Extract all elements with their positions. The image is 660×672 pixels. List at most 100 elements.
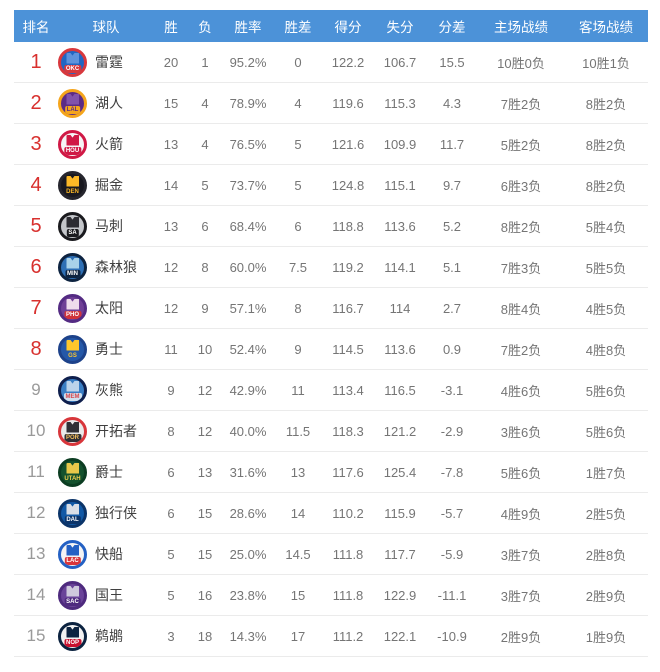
rank-value: 9: [31, 380, 41, 399]
point-diff-value: -3.1: [440, 382, 464, 398]
points-against-value: 109.9: [383, 136, 417, 152]
team-abbr: LAC: [64, 556, 81, 565]
table-row[interactable]: 14 SAC 国王 5 16 23.8% 15 111.8 122.9 -11.…: [14, 575, 648, 616]
win-pct-value: 73.7%: [229, 177, 267, 193]
point-diff-value: 2.7: [442, 300, 462, 316]
table-row[interactable]: 7 PHO 太阳 12 9 57.1% 8 116.7 114 2.7 8胜4负…: [14, 288, 648, 329]
team-logo-icon: HOU: [58, 129, 87, 159]
jersey-icon: [66, 52, 79, 64]
table-row[interactable]: 1 OKC 雷霆 20 1 95.2% 0 122.2 106.7 15.5 1…: [14, 42, 648, 83]
win-pct-value: 23.8%: [229, 587, 267, 603]
points-against-value: 115.9: [384, 505, 416, 521]
points-against-value: 113.6: [384, 341, 416, 357]
table-row[interactable]: 4 DEN 掘金 14 5 73.7% 5 124.8 115.1 9.7 6胜…: [14, 165, 648, 206]
jersey-icon: [66, 216, 79, 228]
column-header-rank: 排名: [22, 20, 50, 35]
points-against-value: 125.4: [383, 464, 417, 480]
standings-table: 排名 球队 胜 负 胜率 胜差 得分 失分 分差 主场战绩 客场战绩 1 OKC…: [14, 10, 648, 657]
table-row[interactable]: 3 HOU 火箭 13 4 76.5% 5 121.6 109.9 11.7 5…: [14, 124, 648, 165]
table-row[interactable]: 9 MEM 灰熊 9 12 42.9% 11 113.4 116.5 -3.1 …: [14, 370, 648, 411]
losses-value: 8: [201, 259, 209, 275]
home-record-value: 5胜2负: [500, 137, 542, 153]
table-row[interactable]: 11 UTAH 爵士 6 13 31.6% 13 117.6 125.4 -7.…: [14, 452, 648, 493]
points-for-value: 110.2: [332, 505, 364, 521]
away-record-value: 10胜1负: [582, 55, 630, 71]
team-abbr: HOU: [63, 146, 82, 155]
table-row[interactable]: 12 DAL 独行侠 6 15 28.6% 14 110.2 115.9 -5.…: [14, 493, 648, 534]
column-header-points-against: 失分: [386, 20, 414, 35]
away-record-value: 8胜2负: [585, 137, 627, 153]
losses-value: 4: [201, 136, 209, 152]
point-diff-value: 4.3: [442, 95, 462, 111]
home-record-value: 3胜7负: [500, 588, 542, 604]
team-name: 独行侠: [95, 505, 137, 521]
point-diff-value: -5.9: [440, 546, 464, 562]
team-cell: SAC 国王: [58, 580, 154, 610]
column-header-points-for: 得分: [334, 20, 362, 35]
games-behind-value: 11: [291, 382, 305, 398]
team-name: 鹈鹕: [95, 628, 123, 644]
rank-value: 15: [26, 626, 46, 645]
column-header-point-diff: 分差: [438, 20, 466, 35]
wins-value: 12: [163, 300, 179, 316]
points-against-value: 106.7: [383, 54, 417, 70]
team-logo-icon: DEN: [58, 170, 87, 200]
jersey-icon: [66, 93, 79, 105]
team-name: 国王: [95, 587, 123, 603]
column-header-home-record: 主场战绩: [494, 20, 548, 35]
team-cell: GS 勇士: [58, 334, 154, 364]
table-row[interactable]: 10 POR 开拓者 8 12 40.0% 11.5 118.3 121.2 -…: [14, 411, 648, 452]
away-record-value: 8胜2负: [585, 96, 627, 112]
wins-value: 13: [163, 218, 179, 234]
team-logo-icon: POR: [58, 416, 87, 446]
points-for-value: 111.8: [332, 546, 364, 562]
points-against-value: 122.9: [383, 587, 417, 603]
table-row[interactable]: 5 SA 马刺 13 6 68.4% 6 118.8 113.6 5.2 8胜2…: [14, 206, 648, 247]
table-row[interactable]: 2 LAL 湖人 15 4 78.9% 4 119.6 115.3 4.3 7胜…: [14, 83, 648, 124]
jersey-icon: [66, 585, 79, 597]
team-abbr: PHO: [63, 310, 82, 319]
home-record-value: 8胜4负: [500, 301, 542, 317]
table-row[interactable]: 15 NOP 鹈鹕 3 18 14.3% 17 111.2 122.1 -10.…: [14, 616, 648, 657]
team-name: 快船: [95, 546, 123, 562]
losses-value: 1: [201, 54, 209, 70]
team-cell: NOP 鹈鹕: [58, 621, 154, 651]
rank-value: 4: [30, 173, 42, 196]
points-against-value: 113.6: [384, 218, 416, 234]
home-record-value: 3胜7负: [500, 547, 542, 563]
games-behind-value: 6: [294, 218, 302, 234]
home-record-value: 4胜9负: [500, 506, 542, 522]
wins-value: 12: [163, 259, 179, 275]
team-name: 火箭: [95, 136, 123, 152]
table-row[interactable]: 13 LAC 快船 5 15 25.0% 14.5 111.8 117.7 -5…: [14, 534, 648, 575]
wins-value: 15: [163, 95, 179, 111]
points-for-value: 119.2: [332, 259, 364, 275]
jersey-icon: [66, 175, 79, 187]
rank-value: 7: [30, 296, 42, 319]
games-behind-value: 14.5: [285, 546, 311, 562]
points-for-value: 111.8: [332, 587, 364, 603]
home-record-value: 7胜3负: [500, 260, 542, 276]
jersey-icon: [66, 380, 79, 392]
team-cell: HOU 火箭: [58, 129, 154, 159]
team-name: 灰熊: [95, 382, 123, 398]
jersey-icon: [66, 544, 79, 556]
point-diff-value: -5.7: [440, 505, 464, 521]
team-logo-icon: NOP: [58, 621, 87, 651]
team-abbr: SA: [66, 228, 79, 237]
win-pct-value: 25.0%: [229, 546, 267, 562]
wins-value: 5: [167, 587, 175, 603]
losses-value: 15: [197, 505, 213, 521]
team-cell: MEM 灰熊: [58, 375, 154, 405]
points-for-value: 122.2: [331, 54, 365, 70]
home-record-value: 10胜0负: [497, 55, 545, 71]
wins-value: 3: [167, 628, 175, 644]
team-logo-icon: LAL: [58, 88, 87, 118]
table-row[interactable]: 6 MIN 森林狼 12 8 60.0% 7.5 119.2 114.1 5.1…: [14, 247, 648, 288]
table-row[interactable]: 8 GS 勇士 11 10 52.4% 9 114.5 113.6 0.9 7胜…: [14, 329, 648, 370]
team-abbr: MEM: [63, 392, 82, 401]
table-body: 1 OKC 雷霆 20 1 95.2% 0 122.2 106.7 15.5 1…: [14, 42, 648, 657]
losses-value: 18: [197, 628, 213, 644]
rank-value: 12: [26, 503, 46, 522]
team-cell: PHO 太阳: [58, 293, 154, 323]
